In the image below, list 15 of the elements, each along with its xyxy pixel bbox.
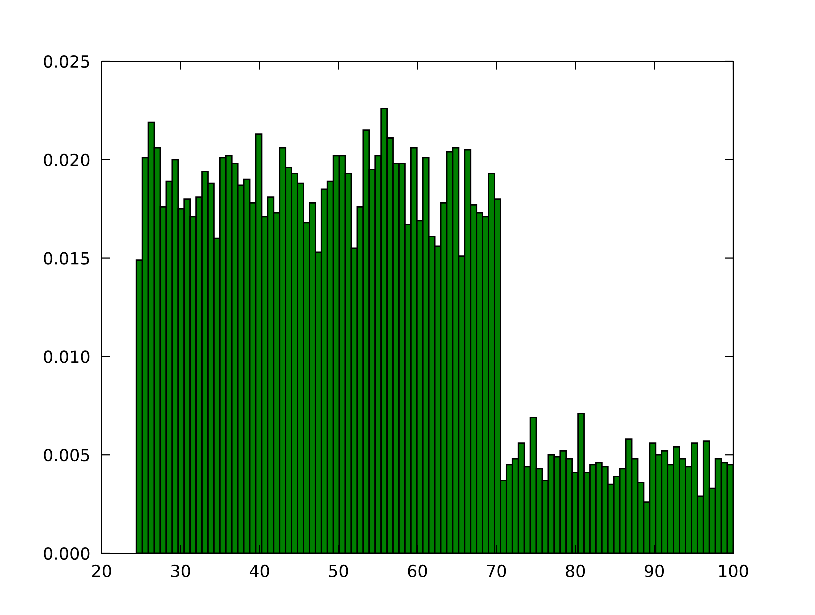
x-tick-label: 80 (566, 564, 586, 578)
y-tick-label: 0.000 (44, 547, 90, 560)
x-tick-label: 30 (171, 564, 190, 578)
y-tick-label: 0.015 (44, 252, 90, 265)
y-tick-label: 0.005 (44, 449, 90, 462)
x-tick-label: 20 (92, 564, 112, 578)
y-tick-label: 0.020 (44, 154, 90, 166)
x-tick-label: 60 (408, 564, 428, 578)
x-tick-label: 90 (644, 564, 664, 578)
x-tick-label: 40 (250, 564, 270, 578)
x-tick-label: 100 (719, 564, 748, 578)
x-tick-label: 70 (487, 564, 506, 578)
x-tick-label: 50 (329, 564, 348, 578)
y-tick-label: 0.025 (44, 55, 90, 68)
y-tick-label: 0.010 (44, 350, 90, 364)
